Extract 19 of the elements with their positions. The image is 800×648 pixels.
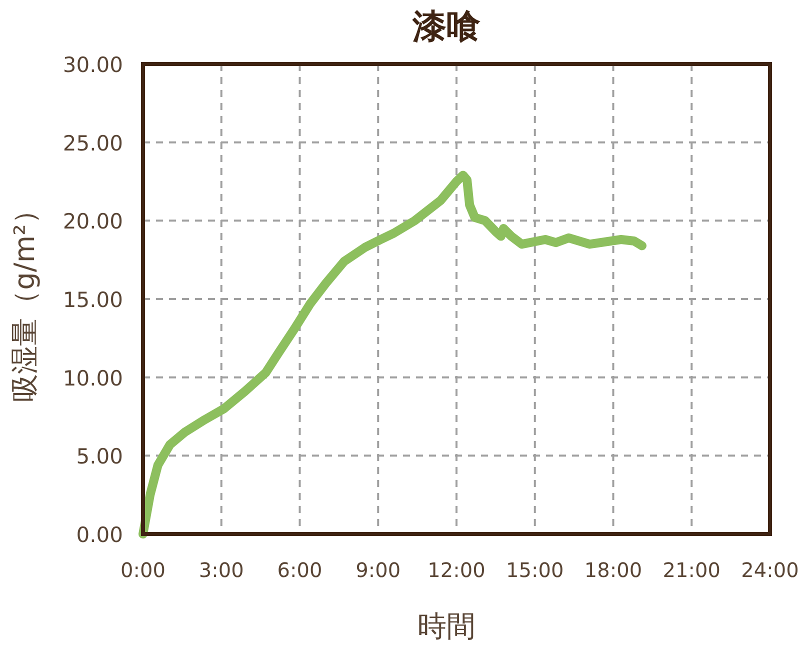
- y-tick-label: 20.00: [62, 210, 123, 234]
- x-tick-label: 15:00: [506, 558, 564, 582]
- x-axis-title: 時間: [418, 609, 476, 643]
- y-tick-label: 5.00: [76, 444, 123, 469]
- chart-title: 漆喰: [412, 7, 480, 47]
- y-tick-label: 10.00: [62, 366, 123, 390]
- x-tick-label: 6:00: [277, 558, 322, 582]
- x-tick-label: 3:00: [198, 558, 244, 582]
- x-tick-label: 12:00: [428, 558, 486, 582]
- x-tick-label: 18:00: [584, 558, 642, 582]
- x-tick-label: 9:00: [356, 558, 401, 582]
- y-tick-label: 15.00: [62, 288, 123, 312]
- x-tick-label: 24:00: [741, 558, 799, 582]
- y-axis-title: 吸湿量（g/m²）: [8, 196, 41, 402]
- x-tick-label: 0:00: [120, 558, 166, 582]
- x-tick-label: 21:00: [662, 558, 720, 582]
- y-tick-label: 0.00: [76, 523, 123, 547]
- y-tick-label: 25.00: [62, 131, 123, 156]
- y-tick-label: 30.00: [62, 53, 123, 77]
